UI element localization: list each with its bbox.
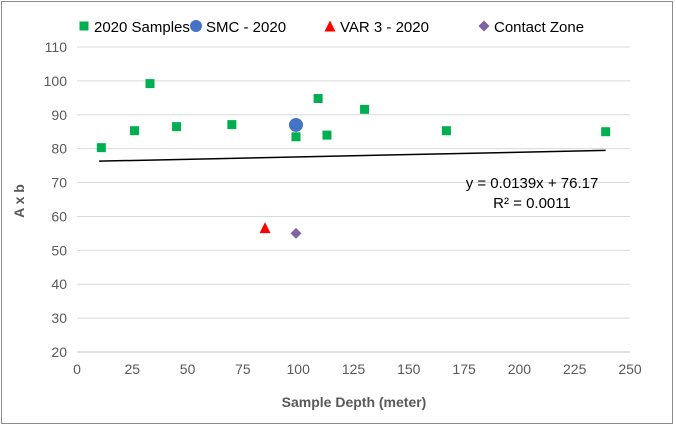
data-points: [96, 79, 611, 239]
legend-marker: [478, 20, 490, 32]
x-tick-label: 225: [563, 361, 587, 377]
legend-label: SMC - 2020: [206, 19, 286, 36]
x-tick-label: 150: [397, 361, 421, 377]
trendline: [99, 149, 606, 162]
y-tick-label: 60: [51, 208, 67, 224]
data-point: [322, 130, 332, 140]
x-tick-label: 200: [508, 361, 532, 377]
legend: 2020 Samples SMC - 2020 VAR 3 - 2020 Contac…: [79, 19, 584, 36]
legend-label: VAR 3 - 2020: [340, 19, 429, 36]
data-point: [290, 227, 302, 239]
x-tick-label: 250: [618, 361, 642, 377]
y-tick-label: 20: [51, 344, 67, 360]
data-point: [227, 120, 237, 130]
trendline-equation: y = 0.0139x + 76.17: [466, 175, 599, 192]
y-tick-label: 90: [51, 107, 67, 123]
data-point: [601, 127, 611, 137]
data-point: [130, 126, 140, 136]
x-axis-title: Sample Depth (meter): [282, 394, 427, 410]
x-tick-label: 25: [125, 361, 141, 377]
data-point: [145, 79, 155, 89]
x-tick-label: 75: [235, 361, 251, 377]
data-point: [259, 222, 271, 234]
x-tick-label: 50: [180, 361, 196, 377]
data-point: [360, 104, 370, 114]
y-axis-title: A x b: [11, 184, 27, 218]
tick-labels: 20 30 40 50 60 70 80 90 100 110 0 25 50 75 100 125 150 17…: [44, 39, 642, 377]
data-point: [313, 94, 323, 104]
x-tick-label: 125: [342, 361, 366, 377]
trendline-group: [99, 149, 606, 162]
data-point: [172, 122, 182, 132]
x-tick-label: 175: [452, 361, 476, 377]
y-tick-label: 70: [51, 175, 67, 191]
y-tick-label: 80: [51, 141, 67, 157]
legend-marker: [79, 21, 89, 31]
y-tick-label: 100: [44, 73, 68, 89]
y-tick-label: 50: [51, 242, 67, 258]
legend-marker: [324, 20, 336, 32]
y-tick-label: 40: [51, 276, 67, 292]
y-tick-label: 30: [51, 310, 67, 326]
data-point: [288, 117, 303, 132]
data-point: [96, 143, 106, 153]
data-point: [441, 126, 451, 136]
legend-marker: [190, 20, 202, 32]
legend-label: Contact Zone: [494, 19, 584, 36]
x-tick-label: 100: [287, 361, 311, 377]
x-tick-label: 0: [73, 361, 81, 377]
trendline-r-squared: R² = 0.0011: [493, 195, 571, 212]
data-point: [291, 132, 301, 142]
gridlines: [77, 46, 630, 353]
legend-label: 2020 Samples: [94, 19, 190, 36]
y-tick-label: 110: [45, 39, 68, 55]
